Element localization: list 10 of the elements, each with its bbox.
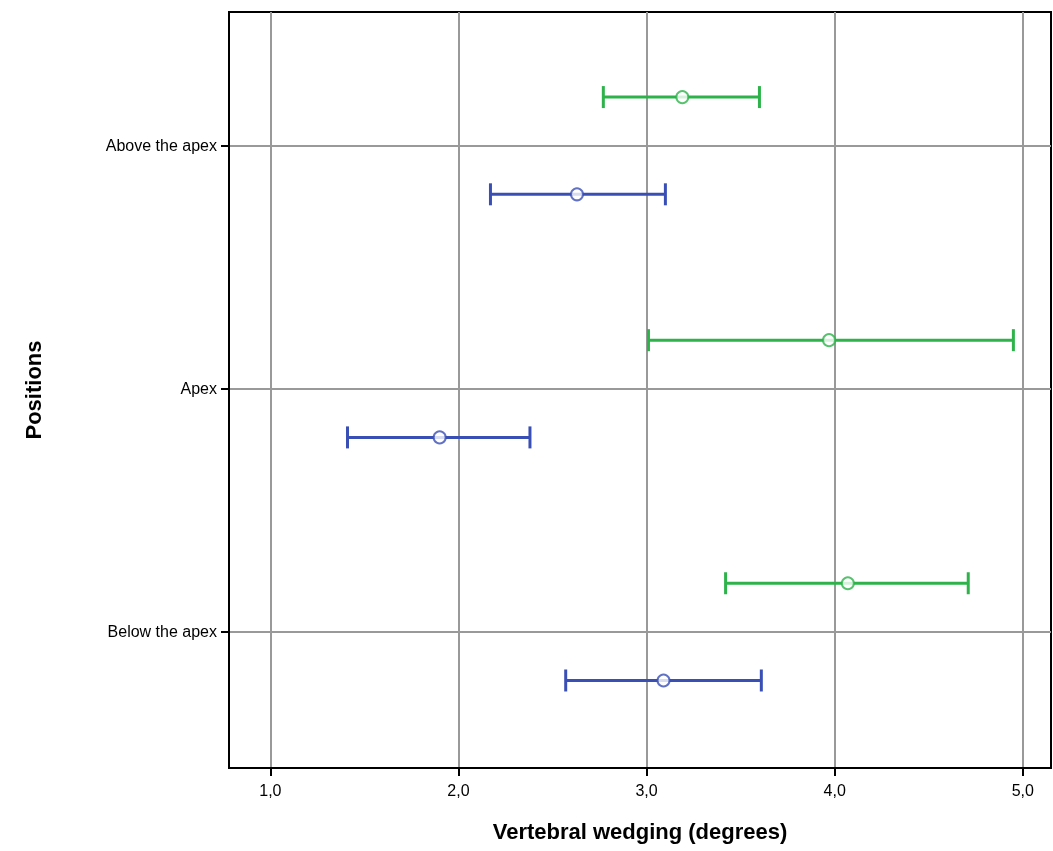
y-tick-label: Below the apex xyxy=(107,623,217,641)
y-axis-title: Positions xyxy=(20,340,46,440)
x-tick-label: 1,0 xyxy=(259,781,282,799)
x-tick-label: 4,0 xyxy=(823,781,846,799)
x-axis-title: Vertebral wedging (degrees) xyxy=(492,818,788,844)
y-tick-label: Above the apex xyxy=(105,137,217,155)
x-tick-label: 3,0 xyxy=(635,781,658,799)
x-tick-label: 2,0 xyxy=(447,781,470,799)
x-tick-label: 5,0 xyxy=(1011,781,1034,799)
y-tick-label: Apex xyxy=(180,380,217,398)
